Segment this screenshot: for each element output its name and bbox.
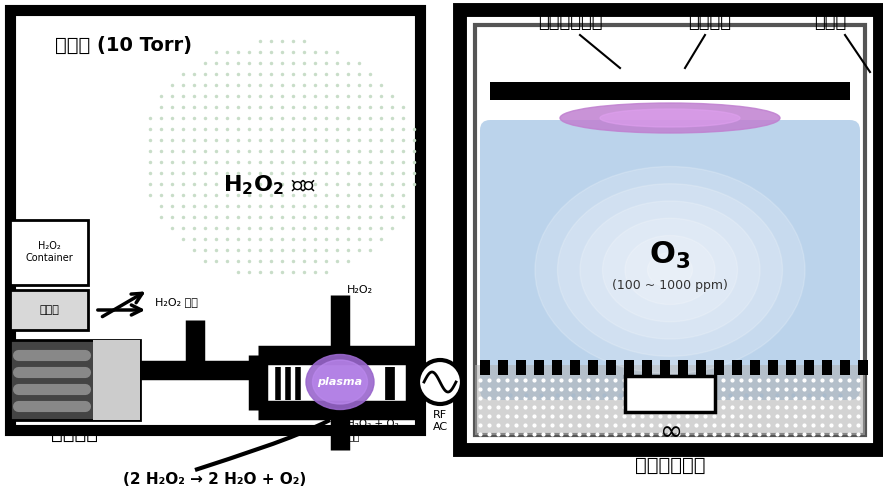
Bar (475, 365, 865, 435)
Bar (490, 82, 850, 100)
Ellipse shape (306, 354, 374, 410)
Bar (498, 360, 508, 375)
Text: (100 ~ 1000 ppm): (100 ~ 1000 ppm) (612, 279, 728, 291)
Bar (840, 360, 850, 375)
Text: RF
AC: RF AC (433, 410, 448, 431)
Ellipse shape (647, 253, 692, 287)
Ellipse shape (625, 236, 715, 305)
Bar (625, 376, 715, 412)
Bar (480, 360, 490, 375)
Bar (93, 340, 140, 420)
Text: 오존제거필터: 오존제거필터 (635, 456, 706, 474)
Ellipse shape (313, 360, 367, 404)
Text: $\infty$: $\infty$ (659, 416, 681, 444)
Bar (10, 290, 88, 330)
Ellipse shape (602, 218, 737, 322)
Ellipse shape (557, 184, 782, 356)
Text: $\mathbf{H_2O_2}$ 멸균: $\mathbf{H_2O_2}$ 멸균 (223, 173, 317, 197)
Bar (660, 360, 670, 375)
Bar (516, 360, 526, 375)
Ellipse shape (600, 109, 740, 127)
Bar (678, 360, 688, 375)
Bar (10, 10, 420, 430)
Bar (475, 25, 865, 435)
Bar (10, 340, 140, 420)
Text: plasma: plasma (317, 377, 363, 387)
Bar (786, 360, 796, 375)
Bar (606, 360, 616, 375)
Text: 진공펜프: 진공펜프 (51, 423, 99, 443)
Bar (460, 10, 880, 450)
Text: 저기압 (10 Torr): 저기압 (10 Torr) (55, 35, 192, 55)
Bar (750, 360, 760, 375)
Text: $\mathbf{O_3}$: $\mathbf{O_3}$ (649, 240, 691, 271)
Bar (858, 360, 868, 375)
Text: H₂O₂ 분사: H₂O₂ 분사 (155, 297, 198, 307)
Ellipse shape (535, 167, 805, 374)
Bar (732, 360, 742, 375)
Bar (588, 360, 598, 375)
Text: 대기압: 대기압 (814, 13, 846, 31)
Text: 기화기: 기화기 (39, 305, 59, 315)
Ellipse shape (580, 201, 760, 339)
Bar (822, 360, 832, 375)
Bar (768, 360, 778, 375)
Bar (642, 360, 652, 375)
Text: (2 H₂O₂ → 2 H₂O + O₂): (2 H₂O₂ → 2 H₂O + O₂) (124, 472, 306, 488)
Text: 플라즈마패널: 플라즈마패널 (538, 13, 602, 31)
Bar (534, 360, 544, 375)
Bar (624, 360, 634, 375)
Bar (552, 360, 562, 375)
Circle shape (418, 360, 462, 404)
Text: H₂O₂: H₂O₂ (347, 285, 374, 295)
Bar (265, 362, 408, 408)
Text: H₂O₂
Container: H₂O₂ Container (25, 241, 73, 263)
Ellipse shape (560, 103, 780, 133)
Bar (10, 220, 88, 285)
FancyBboxPatch shape (480, 120, 860, 400)
Text: H₂O₂ + O₂
배기: H₂O₂ + O₂ 배기 (347, 419, 399, 441)
Text: 플라즈마: 플라즈마 (689, 13, 731, 31)
Bar (714, 360, 724, 375)
Bar (696, 360, 706, 375)
Bar (804, 360, 814, 375)
Bar (570, 360, 580, 375)
